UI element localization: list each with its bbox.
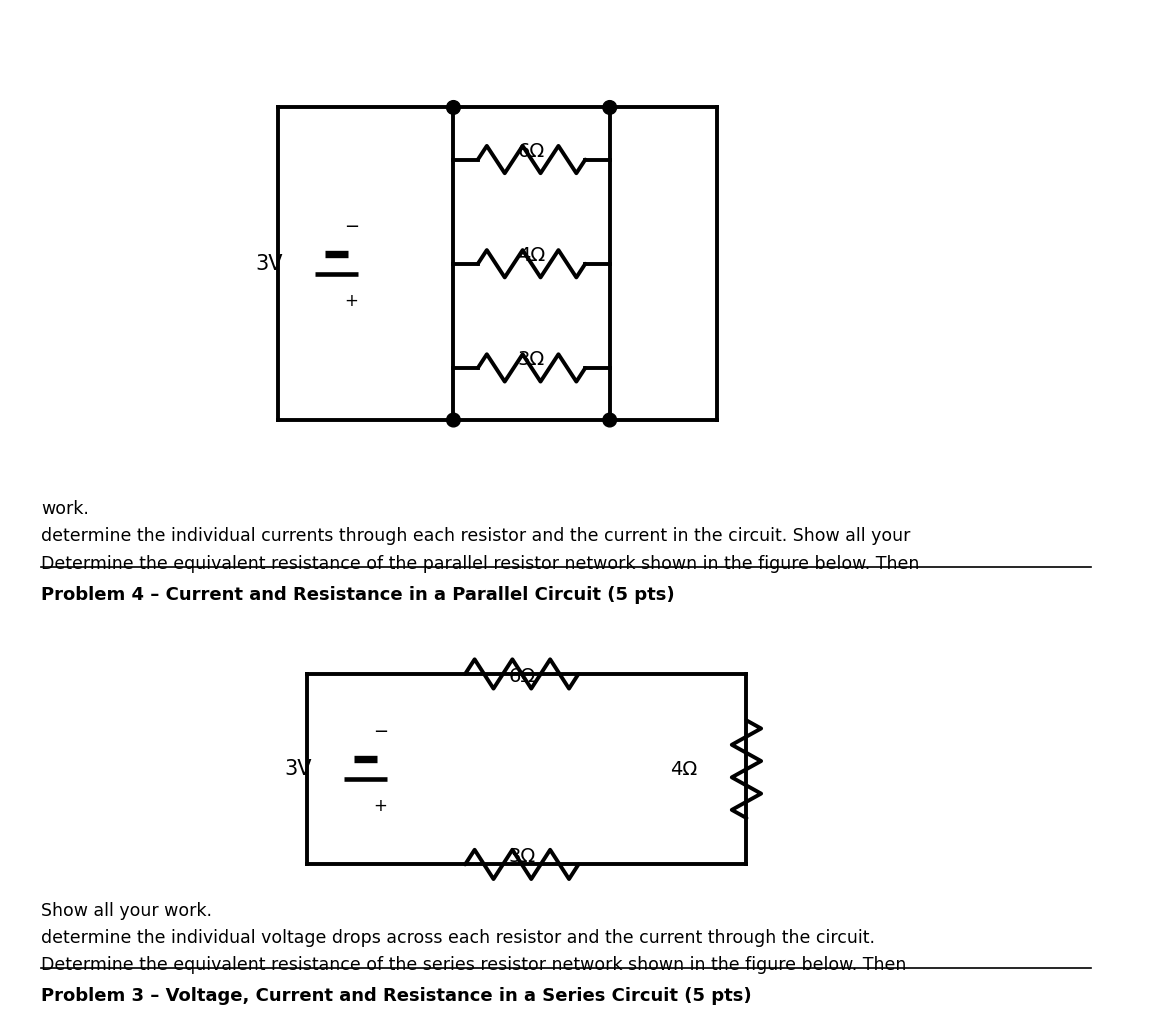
Text: determine the individual currents through each resistor and the current in the c: determine the individual currents throug… [41, 528, 910, 545]
Text: 4Ω: 4Ω [518, 247, 546, 265]
Text: 6Ω: 6Ω [518, 142, 546, 161]
Text: determine the individual voltage drops across each resistor and the current thro: determine the individual voltage drops a… [41, 929, 875, 947]
Text: +: + [373, 797, 387, 815]
Text: 3V: 3V [284, 759, 312, 780]
Text: 4Ω: 4Ω [670, 760, 698, 779]
Text: work.: work. [41, 500, 89, 518]
Text: −: − [373, 723, 389, 741]
Circle shape [447, 101, 460, 114]
Text: Show all your work.: Show all your work. [41, 902, 212, 919]
Circle shape [603, 101, 617, 114]
Circle shape [603, 413, 617, 427]
Text: Problem 3 – Voltage, Current and Resistance in a Series Circuit (5 pts): Problem 3 – Voltage, Current and Resista… [41, 987, 752, 1006]
Circle shape [447, 413, 460, 427]
Text: 3Ω: 3Ω [518, 351, 546, 369]
Text: Determine the equivalent resistance of the parallel resistor network shown in th: Determine the equivalent resistance of t… [41, 554, 920, 573]
Text: −: − [344, 218, 359, 235]
Text: 6Ω: 6Ω [509, 666, 535, 686]
Text: 3Ω: 3Ω [509, 847, 535, 866]
Text: Determine the equivalent resistance of the series resistor network shown in the : Determine the equivalent resistance of t… [41, 956, 907, 974]
Text: +: + [344, 291, 358, 310]
Text: Problem 4 – Current and Resistance in a Parallel Circuit (5 pts): Problem 4 – Current and Resistance in a … [41, 586, 674, 604]
Text: 3V: 3V [256, 254, 282, 274]
